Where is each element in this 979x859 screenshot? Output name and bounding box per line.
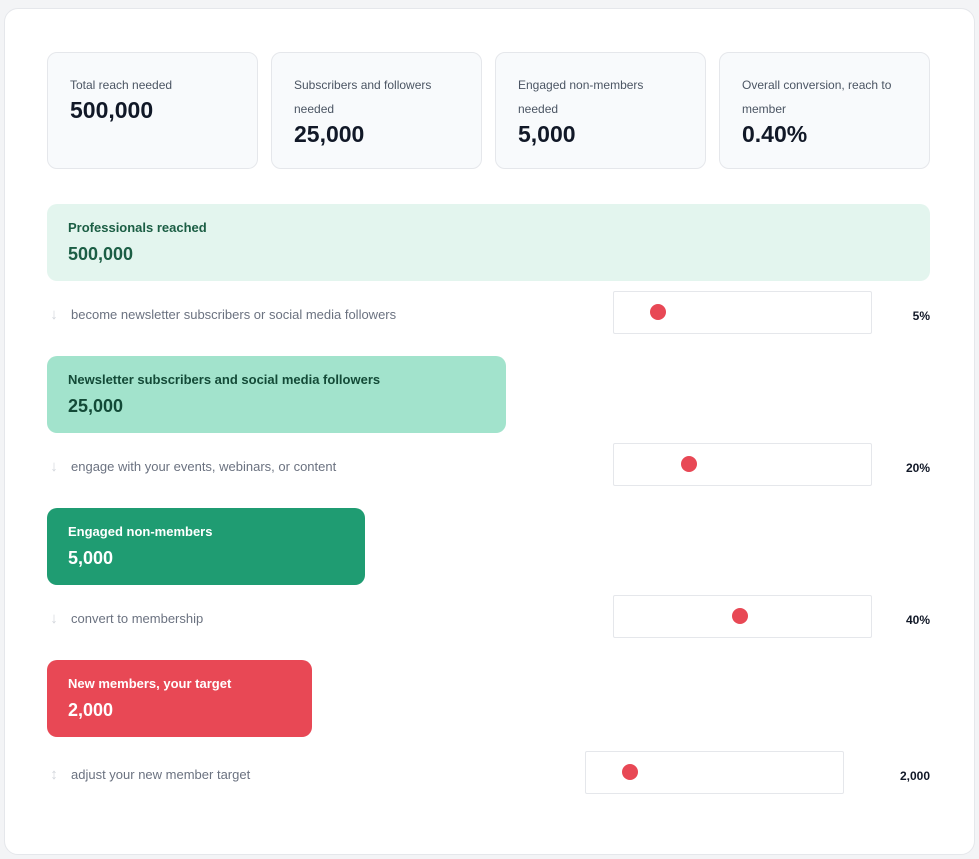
rate-row-subscribe: ↓ become newsletter subscribers or socia… bbox=[47, 291, 930, 335]
rate-value: 20% bbox=[905, 461, 930, 475]
rate-description: adjust your new member target bbox=[71, 767, 251, 782]
stage-label: Professionals reached bbox=[68, 220, 207, 235]
rate-row-engage: ↓ engage with your events, webinars, or … bbox=[47, 443, 930, 487]
member-target-slider[interactable] bbox=[585, 751, 844, 794]
stage-subscribers-followers: Newsletter subscribers and social media … bbox=[47, 356, 506, 433]
convert-rate-slider[interactable] bbox=[613, 595, 872, 638]
stage-professionals-reached: Professionals reached 500,000 bbox=[47, 204, 930, 281]
stat-value: 25,000 bbox=[294, 121, 365, 147]
stage-label: New members, your target bbox=[68, 676, 232, 691]
rate-value: 5% bbox=[912, 309, 930, 323]
stat-label: Total reach needed bbox=[70, 78, 173, 92]
stat-value: 500,000 bbox=[70, 97, 154, 123]
stage-label: Newsletter subscribers and social media … bbox=[68, 372, 381, 387]
stage-value: 2,000 bbox=[68, 700, 114, 720]
arrow-down-icon: ↓ bbox=[50, 458, 58, 475]
stage-new-members-target: New members, your target 2,000 bbox=[47, 660, 312, 737]
stat-card-total-reach: Total reach needed 500,000 bbox=[47, 52, 258, 169]
stage-value: 500,000 bbox=[68, 244, 134, 264]
rate-row-target: ↕ adjust your new member target 2,000 bbox=[47, 751, 930, 795]
engage-rate-slider[interactable] bbox=[613, 443, 872, 486]
subscribe-rate-slider[interactable] bbox=[613, 291, 872, 334]
stat-value: 5,000 bbox=[518, 121, 576, 147]
rate-description: convert to membership bbox=[71, 611, 204, 626]
stat-value: 0.40% bbox=[742, 121, 808, 147]
stat-label: Engaged non-members needed bbox=[518, 78, 644, 116]
stat-label: Subscribers and followers needed bbox=[294, 78, 432, 116]
stat-card-subscribers-needed: Subscribers and followers needed 25,000 bbox=[271, 52, 482, 169]
stat-card-overall-conversion: Overall conversion, reach to member 0.40… bbox=[719, 52, 930, 169]
stage-value: 5,000 bbox=[68, 548, 114, 568]
stat-card-engaged-needed: Engaged non-members needed 5,000 bbox=[495, 52, 706, 169]
arrow-down-icon: ↓ bbox=[50, 306, 58, 323]
slider-thumb[interactable] bbox=[621, 764, 638, 780]
slider-thumb[interactable] bbox=[680, 456, 697, 472]
slider-thumb[interactable] bbox=[649, 304, 666, 320]
rate-description: become newsletter subscribers or social … bbox=[71, 307, 397, 322]
stage-engaged-non-members: Engaged non-members 5,000 bbox=[47, 508, 365, 585]
rate-value: 2,000 bbox=[899, 769, 930, 783]
slider-thumb[interactable] bbox=[731, 608, 748, 624]
arrow-up-down-icon: ↕ bbox=[50, 766, 58, 783]
stage-value: 25,000 bbox=[68, 396, 124, 416]
arrow-down-icon: ↓ bbox=[50, 610, 58, 627]
stage-label: Engaged non-members bbox=[68, 524, 213, 539]
rate-row-convert: ↓ convert to membership 40% bbox=[47, 595, 930, 639]
rate-value: 40% bbox=[905, 613, 930, 627]
rate-description: engage with your events, webinars, or co… bbox=[71, 459, 337, 474]
stat-label: Overall conversion, reach to member bbox=[742, 78, 892, 116]
